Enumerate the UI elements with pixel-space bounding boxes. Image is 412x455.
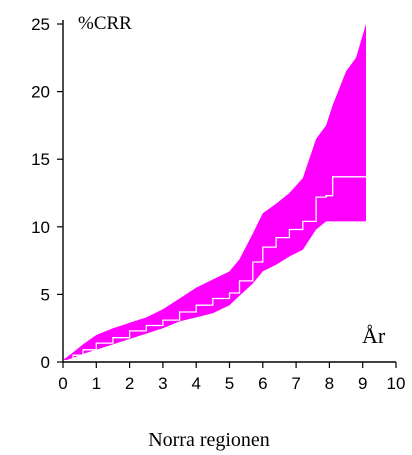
x-tick-label: 7 <box>291 374 300 393</box>
axes: 0 5 10 15 20 25 0 1 2 3 4 5 6 7 8 9 10 <box>31 15 405 393</box>
y-tick-label: 5 <box>41 285 50 304</box>
x-tick-label: 8 <box>325 374 334 393</box>
x-tick-label: 4 <box>191 374 200 393</box>
y-tick-label: 25 <box>31 15 50 34</box>
y-axis-label: %CRR <box>78 13 132 34</box>
x-tick-label: 1 <box>92 374 101 393</box>
x-tick-label: 6 <box>258 374 267 393</box>
x-axis-label: År <box>362 323 386 348</box>
y-tick-label: 10 <box>31 218 50 237</box>
x-tick-label: 0 <box>58 374 67 393</box>
plot-area <box>63 24 366 362</box>
x-tick-label: 10 <box>387 374 406 393</box>
x-tick-label: 5 <box>225 374 234 393</box>
chart-caption: Norra regionen <box>148 429 270 451</box>
y-tick-label: 15 <box>31 150 50 169</box>
y-tick-label: 0 <box>41 353 50 372</box>
estimate-line <box>63 176 366 362</box>
x-tick-label: 3 <box>158 374 167 393</box>
confidence-band <box>63 24 366 362</box>
x-tick-label: 9 <box>358 374 367 393</box>
y-tick-label: 20 <box>31 83 50 102</box>
x-tick-label: 2 <box>125 374 134 393</box>
